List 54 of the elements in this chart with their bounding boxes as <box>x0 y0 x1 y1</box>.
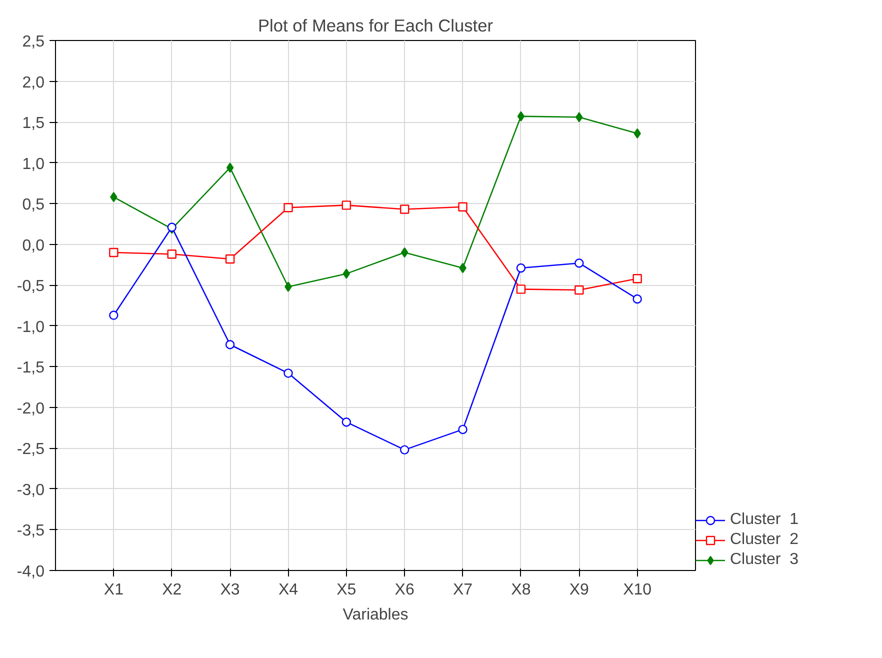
x-tick-label: X1 <box>104 582 124 598</box>
x-tick-label: X10 <box>623 582 652 598</box>
point <box>574 258 584 268</box>
point <box>517 111 525 122</box>
y-tick-label: -2,0 <box>16 400 45 418</box>
x-tick-label: X7 <box>452 582 473 598</box>
x-axis-title: Variables <box>342 606 408 624</box>
y-tick-label: 1,5 <box>22 115 45 132</box>
y-tick-label: 2,5 <box>22 34 45 50</box>
x-tick-label: X8 <box>511 582 531 598</box>
point <box>342 268 350 279</box>
point <box>632 274 642 284</box>
y-tick-label: -2,5 <box>16 441 45 458</box>
point <box>458 424 468 434</box>
point <box>342 200 352 210</box>
point <box>400 445 410 454</box>
point <box>516 284 526 294</box>
x-tick-label: X3 <box>220 582 240 598</box>
y-tick-label: 2,0 <box>22 74 45 92</box>
legend-label: Cluster 2 <box>730 531 798 549</box>
y-tick-label: 0,0 <box>22 237 45 254</box>
x-tick-label: X5 <box>336 582 356 598</box>
point <box>342 418 352 427</box>
x-tick-label: X9 <box>569 582 590 598</box>
point <box>574 285 584 295</box>
x-tick-label: X4 <box>278 582 298 598</box>
y-tick-label: 0,5 <box>22 196 45 214</box>
point <box>576 112 583 122</box>
y-tick-label: -0,5 <box>16 278 45 296</box>
point <box>109 248 118 258</box>
x-tick-label: X6 <box>394 582 414 598</box>
point <box>225 340 235 350</box>
point <box>400 204 410 214</box>
point <box>632 294 642 304</box>
point <box>226 162 234 173</box>
point <box>109 310 118 320</box>
point <box>400 247 408 258</box>
point <box>284 368 293 378</box>
x-tick-label: X2 <box>162 582 182 598</box>
point <box>167 250 176 259</box>
point <box>284 282 292 292</box>
y-tick-label: -3,0 <box>16 482 45 499</box>
y-tick-label: -3,5 <box>16 522 45 540</box>
legend-label: Cluster 1 <box>730 511 798 529</box>
y-tick-label: -1,5 <box>16 360 45 377</box>
chart-title: Plot of Means for Each Cluster <box>258 16 494 36</box>
point <box>516 263 526 273</box>
y-tick-label: -1,0 <box>16 318 45 336</box>
legend-label: Cluster 3 <box>730 551 798 569</box>
point <box>284 203 293 212</box>
point <box>458 202 468 212</box>
y-tick-label: 1,0 <box>22 156 45 173</box>
point <box>225 254 235 264</box>
y-tick-label: -4,0 <box>16 564 45 580</box>
